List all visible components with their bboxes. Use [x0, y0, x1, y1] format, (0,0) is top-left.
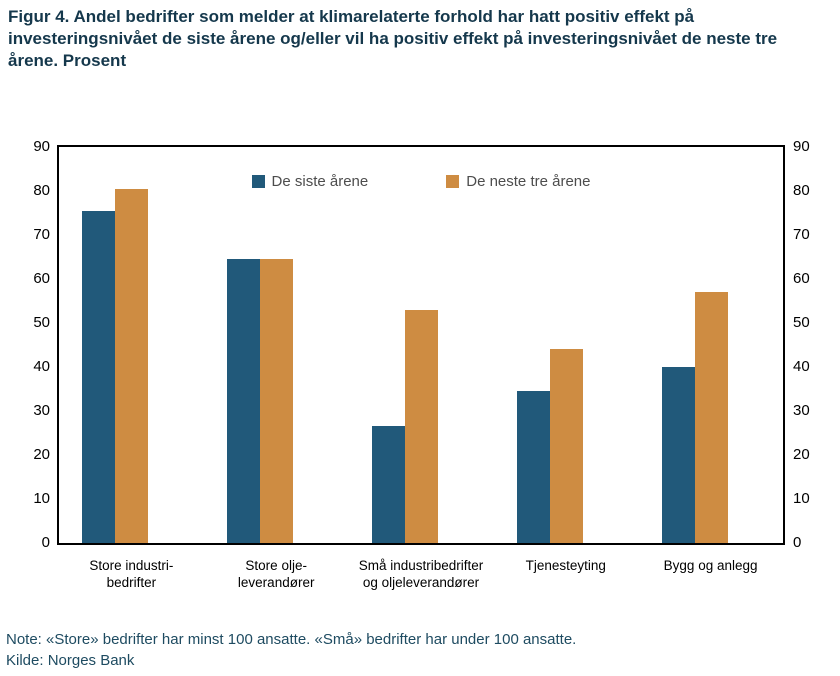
y-tick-label: 10: [33, 490, 50, 507]
y-tick-label: 30: [793, 402, 810, 419]
y-tick-label: 30: [33, 402, 50, 419]
bar-next-three-years: [260, 259, 293, 543]
bar-next-three-years: [550, 349, 583, 543]
x-category-label: Bygg og anlegg: [663, 558, 758, 573]
y-tick-label: 80: [793, 182, 810, 199]
plot-area: De siste årene De neste tre årene: [57, 145, 785, 545]
note-text: Note: «Store» bedrifter har minst 100 an…: [6, 631, 577, 648]
bar-last-years: [372, 426, 405, 543]
bar-next-three-years: [115, 189, 148, 543]
y-tick-label: 20: [33, 446, 50, 463]
x-category-label: Tjenesteyting: [525, 558, 606, 573]
legend-label: De neste tre årene: [466, 173, 591, 190]
x-category-label: Store olje- leverandører: [237, 558, 315, 590]
y-axis-right: 0 10 20 30 40 50 60 70 80 90: [793, 0, 840, 676]
bar-next-three-years: [695, 292, 728, 543]
legend-swatch-icon: [446, 175, 460, 188]
bar-last-years: [82, 211, 115, 543]
y-tick-label: 90: [33, 138, 50, 155]
y-tick-label: 50: [793, 314, 810, 331]
y-axis-left: 0 10 20 30 40 50 60 70 80 90: [0, 0, 50, 676]
y-tick-label: 20: [793, 446, 810, 463]
bar-last-years: [517, 391, 550, 543]
legend-swatch-icon: [251, 175, 265, 188]
y-tick-label: 70: [33, 226, 50, 243]
bar-last-years: [227, 259, 260, 543]
x-category-label: Store industri- bedrifter: [89, 558, 174, 590]
source-text: Kilde: Norges Bank: [6, 652, 135, 669]
y-tick-label: 0: [41, 534, 50, 551]
x-axis-labels: Store industri- bedrifter Store olje- lev…: [57, 557, 785, 597]
bar-last-years: [662, 367, 695, 543]
figure-title: Figur 4. Andel bedrifter som melder at k…: [8, 7, 778, 70]
chart-legend: De siste årene De neste tre årene: [59, 174, 783, 189]
y-tick-label: 0: [793, 534, 802, 551]
legend-item: De siste årene: [251, 173, 369, 190]
y-tick-label: 60: [793, 270, 810, 287]
y-tick-label: 10: [793, 490, 810, 507]
bars-layer: [59, 147, 783, 543]
y-tick-label: 60: [33, 270, 50, 287]
y-tick-label: 70: [793, 226, 810, 243]
x-category-label: Små industribedrifter og oljeleverandøre…: [358, 558, 484, 590]
y-tick-label: 50: [33, 314, 50, 331]
bar-next-three-years: [405, 310, 438, 543]
legend-label: De siste årene: [271, 173, 369, 190]
legend-item: De neste tre årene: [446, 174, 590, 189]
y-tick-label: 90: [793, 138, 810, 155]
y-tick-label: 80: [33, 182, 50, 199]
y-tick-label: 40: [33, 358, 50, 375]
y-tick-label: 40: [793, 358, 810, 375]
